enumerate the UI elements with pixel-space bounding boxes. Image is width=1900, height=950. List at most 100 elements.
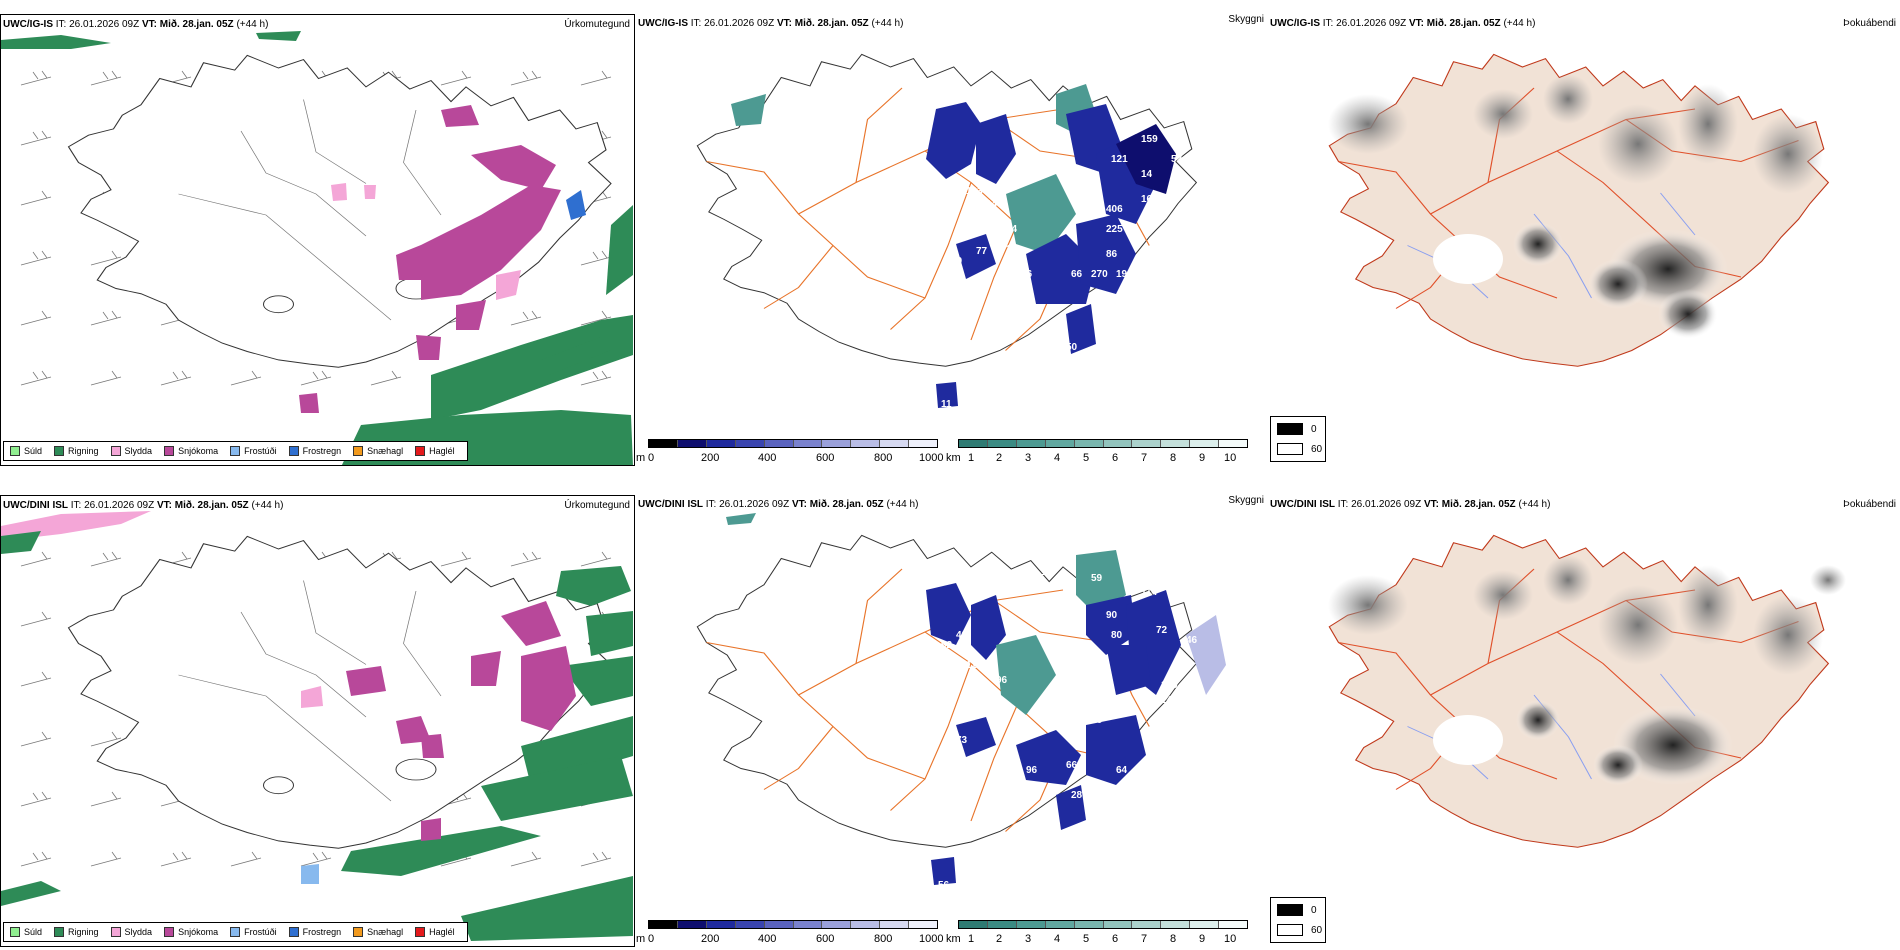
- visibility-tick: 7: [1141, 933, 1148, 945]
- fog-swatch-black: [1277, 904, 1303, 916]
- legend-swatch: [353, 446, 364, 456]
- fog-legend: 0 60: [1270, 897, 1326, 943]
- panel-variable: Úrkomutegund: [564, 500, 630, 511]
- ceiling-value: 63: [1181, 229, 1193, 240]
- ceiling-value: 52: [1171, 154, 1183, 165]
- legend-item: Frostúði: [230, 927, 277, 937]
- ceiling-tick: 200: [701, 452, 720, 464]
- ceiling-value: 77: [976, 246, 988, 257]
- ceiling-value: 103: [966, 186, 983, 197]
- ceiling-value: 46: [1186, 635, 1198, 646]
- ceiling-tick: 600: [816, 933, 835, 945]
- ceiling-value: 11: [941, 399, 952, 410]
- ceiling-value: 146: [1161, 695, 1178, 706]
- ceiling-value: 98: [951, 194, 963, 205]
- precip-panel-1: UWC/IG-IS IT: 26.01.2026 09Z VT: Mið. 28…: [0, 14, 635, 466]
- legend-swatch: [164, 446, 175, 456]
- ceiling-value: 14: [1141, 169, 1153, 180]
- ceiling-value: 96: [1026, 765, 1038, 776]
- legend-swatch: [230, 446, 241, 456]
- ceiling-tick: 200: [701, 933, 720, 945]
- ceiling-value: 92: [941, 640, 953, 651]
- visibility-tick: 7: [1141, 452, 1148, 464]
- ceiling-colorbar: m 0 200 400 600 800 1000: [636, 439, 946, 464]
- fog-map: [1328, 534, 1846, 848]
- ceiling-value: 66: [1071, 269, 1083, 280]
- legend-swatch: [54, 927, 65, 937]
- panel-variable: Skyggni: [1228, 495, 1264, 506]
- precip-map: [1, 511, 633, 941]
- legend-swatch: [288, 446, 299, 456]
- legend-item: Rigning: [54, 927, 99, 937]
- fog-legend-min: 60: [1277, 924, 1322, 936]
- ceiling-tick: 1000: [919, 933, 944, 945]
- fog-legend-max: 0: [1277, 423, 1317, 435]
- ceiling-value: 56: [1081, 835, 1093, 846]
- ceiling-colorbar: m 0 200 400 600 800 1000: [636, 920, 946, 945]
- precip-map: [1, 31, 633, 465]
- legend-item: Haglél: [415, 446, 455, 456]
- ceiling-value: 64: [1181, 179, 1193, 190]
- panel-variable: Úrkomutegund: [564, 19, 630, 30]
- legend-swatch: [10, 927, 20, 937]
- ceiling-value: 225: [1106, 224, 1123, 235]
- ceiling-value: 83: [936, 665, 948, 676]
- visibility-tick: 4: [1054, 933, 1061, 945]
- ceiling-tick: 400: [758, 452, 777, 464]
- visibility-tick: 3: [1025, 452, 1032, 464]
- ceiling-value: 114: [1141, 587, 1158, 598]
- ceiling-value: 74: [1006, 224, 1018, 235]
- ceiling-value: 159: [1141, 134, 1158, 145]
- legend-swatch: [110, 446, 121, 456]
- ceiling-value: 73: [956, 735, 968, 746]
- visibility-unit: km: [946, 452, 961, 464]
- legend-item: Snjókoma: [164, 446, 218, 456]
- panel-title: UWC/IG-IS IT: 26.01.2026 09Z VT: Mið. 28…: [638, 18, 904, 29]
- visibility-panel-1: UWC/IG-IS IT: 26.01.2026 09Z VT: Mið. 28…: [636, 14, 1268, 466]
- ceiling-colorbar-cells: [648, 920, 938, 929]
- ceiling-value: 86: [1106, 249, 1118, 260]
- visibility-tick: 10: [1224, 933, 1237, 945]
- panel-title: UWC/DINI ISL IT: 26.01.2026 09Z VT: Mið.…: [638, 499, 919, 510]
- legend-swatch: [230, 927, 241, 937]
- legend-swatch: [288, 927, 299, 937]
- ceiling-value: 98: [1091, 715, 1103, 726]
- ceiling-value: 50: [1066, 342, 1078, 353]
- visibility-tick: 9: [1199, 933, 1206, 945]
- legend-item: Frostregn: [288, 446, 341, 456]
- legend-item: Snjókoma: [164, 927, 218, 937]
- panel-title: UWC/DINI ISL IT: 26.01.2026 09Z VT: Mið.…: [1270, 499, 1551, 510]
- ceiling-value: 40: [956, 630, 968, 641]
- ceiling-value: 66: [1066, 760, 1078, 771]
- ceiling-value: 194: [1116, 269, 1133, 280]
- visibility-tick: 8: [1170, 452, 1177, 464]
- ceiling-tick: 0: [648, 452, 655, 464]
- visibility-tick: 8: [1170, 933, 1177, 945]
- ceiling-value: 406: [1106, 204, 1123, 215]
- legend-item: Frostúði: [230, 446, 277, 456]
- ceiling-value: 66: [1021, 269, 1033, 280]
- visibility-map: [696, 513, 1226, 885]
- visibility-unit: km: [946, 933, 961, 945]
- fog-swatch-white: [1277, 924, 1303, 936]
- visibility-map: [696, 53, 1197, 408]
- ceiling-tick: 400: [758, 933, 777, 945]
- legend-item: Súld: [10, 446, 42, 456]
- fog-map: [1328, 53, 1829, 367]
- legend-item: Slydda: [110, 446, 152, 456]
- legend-swatch: [10, 446, 20, 456]
- ceiling-value: 69: [951, 256, 963, 267]
- ceiling-value: 90: [1106, 610, 1118, 621]
- ceiling-value: 121: [1111, 154, 1128, 165]
- fog-swatch-black: [1277, 423, 1303, 435]
- ceiling-value: 145: [986, 199, 1003, 210]
- fog-legend: 0 60: [1270, 416, 1326, 462]
- visibility-tick: 9: [1199, 452, 1206, 464]
- panel-variable: Skyggni: [1228, 14, 1264, 25]
- ceiling-unit: m: [636, 452, 646, 464]
- legend-swatch: [415, 927, 426, 937]
- ceiling-value: 72: [1156, 625, 1168, 636]
- ceiling-value: 28: [1071, 790, 1083, 801]
- visibility-panel-2: UWC/DINI ISL IT: 26.01.2026 09Z VT: Mið.…: [636, 495, 1268, 947]
- ceiling-value: 80: [1111, 630, 1123, 641]
